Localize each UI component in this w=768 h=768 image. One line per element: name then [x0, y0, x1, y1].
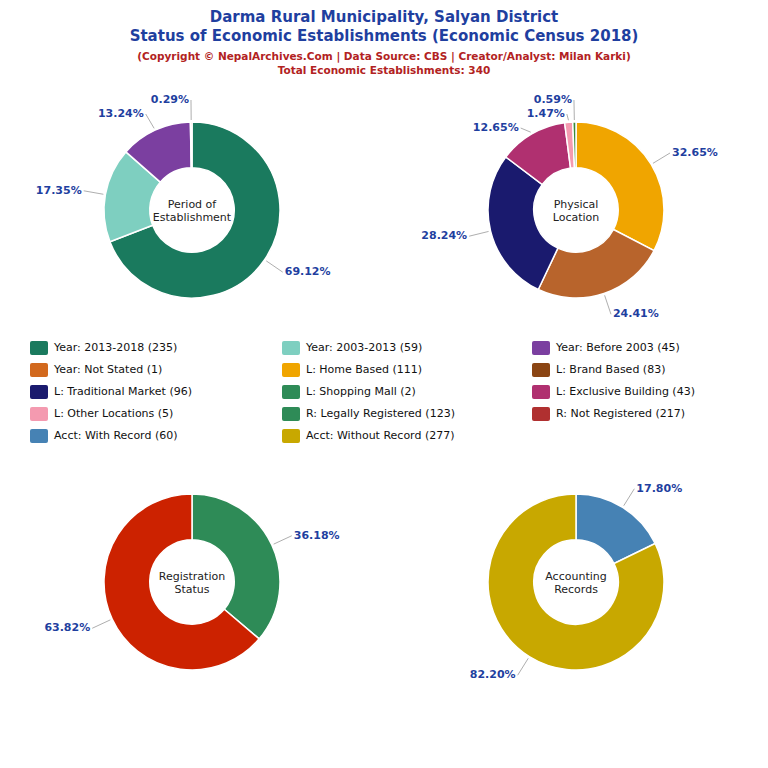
- leader-line: [469, 231, 488, 236]
- center-label: AccountingRecords: [545, 570, 606, 596]
- subtitle: (Copyright © NepalArchives.Com | Data So…: [137, 50, 630, 63]
- center-label-line: Period of: [168, 198, 218, 211]
- center-label-line: Registration: [159, 570, 225, 583]
- legend: Year: 2013-2018 (235) Year: 2003-2013 (59…: [30, 341, 695, 443]
- data-label: 24.41%: [613, 307, 659, 320]
- data-label: 69.12%: [285, 265, 331, 278]
- data-label: 82.20%: [470, 668, 516, 681]
- legend-swatch: [30, 429, 48, 443]
- legend-label: L: Shopping Mall (2): [306, 385, 416, 398]
- data-label: 0.59%: [534, 93, 572, 106]
- leader-line: [92, 620, 110, 628]
- legend-swatch: [532, 363, 550, 377]
- leader-line: [266, 261, 282, 272]
- legend-label: L: Other Locations (5): [54, 407, 173, 420]
- slice: [190, 122, 192, 168]
- legend-swatch: [282, 429, 300, 443]
- legend-swatch: [30, 363, 48, 377]
- legend-swatch: [30, 341, 48, 355]
- center-label: Period ofEstablishment: [153, 198, 232, 224]
- legend-label: Acct: With Record (60): [54, 429, 178, 442]
- leader-line: [653, 153, 670, 163]
- donut-chart: PhysicalLocation 32.65% 24.41% 28.24% 12.65%…: [421, 93, 718, 320]
- donut-chart: Period ofEstablishment 69.12% 17.35% 13.24%…: [36, 93, 331, 298]
- title: Status of Economic Establishments (Econo…: [130, 27, 639, 45]
- legend-label: L: Home Based (111): [306, 363, 422, 376]
- leader-line: [567, 114, 569, 120]
- title: Darma Rural Municipality, Salyan Distric…: [210, 8, 559, 26]
- legend-label: R: Not Registered (217): [556, 407, 685, 420]
- data-label: 17.35%: [36, 184, 82, 197]
- center-label-line: Location: [553, 211, 600, 224]
- legend-swatch: [282, 385, 300, 399]
- legend-label: Year: 2003-2013 (59): [305, 341, 422, 354]
- data-label: 12.65%: [473, 121, 519, 134]
- data-label: 28.24%: [421, 229, 467, 242]
- legend-label: Year: Before 2003 (45): [555, 341, 680, 354]
- slice: [538, 230, 654, 298]
- legend-label: L: Traditional Market (96): [54, 385, 192, 398]
- legend-label: Acct: Without Record (277): [306, 429, 455, 442]
- center-label-line: Establishment: [153, 211, 232, 224]
- data-label: 13.24%: [98, 107, 144, 120]
- legend-swatch: [30, 385, 48, 399]
- leader-line: [521, 128, 531, 132]
- legend-label: R: Legally Registered (123): [306, 407, 455, 420]
- center-label-line: Accounting: [545, 570, 606, 583]
- leader-line: [274, 536, 292, 544]
- slice: [576, 122, 664, 251]
- legend-swatch: [282, 341, 300, 355]
- legend-swatch: [532, 407, 550, 421]
- slice: [104, 494, 259, 670]
- legend-swatch: [532, 341, 550, 355]
- leader-line: [190, 100, 191, 120]
- legend-label: Year: 2013-2018 (235): [53, 341, 177, 354]
- data-label: 0.29%: [151, 93, 189, 106]
- legend-swatch: [282, 363, 300, 377]
- slice: [192, 494, 280, 639]
- leader-line: [573, 100, 574, 120]
- leader-line: [624, 489, 635, 506]
- leader-line: [146, 114, 154, 128]
- donut-chart: RegistrationStatus 36.18% 63.82%: [44, 494, 339, 670]
- data-label: 17.80%: [636, 482, 682, 495]
- data-label: 32.65%: [672, 146, 718, 159]
- center-label-line: Physical: [554, 198, 599, 211]
- legend-label: Year: Not Stated (1): [53, 363, 162, 376]
- slice: [573, 122, 576, 168]
- legend-swatch: [532, 385, 550, 399]
- data-label: 36.18%: [294, 529, 340, 542]
- leader-line: [84, 191, 104, 194]
- slice: [126, 122, 191, 182]
- donut-chart: AccountingRecords 17.80% 82.20%: [470, 482, 682, 681]
- leader-line: [518, 658, 529, 675]
- center-label-line: Records: [554, 583, 598, 596]
- leader-line: [605, 295, 611, 314]
- data-label: 1.47%: [527, 107, 565, 120]
- legend-label: L: Brand Based (83): [556, 363, 665, 376]
- legend-swatch: [282, 407, 300, 421]
- legend-label: L: Exclusive Building (43): [556, 385, 695, 398]
- legend-swatch: [30, 407, 48, 421]
- data-label: 63.82%: [44, 621, 90, 634]
- center-label: PhysicalLocation: [553, 198, 600, 224]
- slice: [488, 494, 664, 670]
- chart-root: Darma Rural Municipality, Salyan Distric…: [0, 0, 768, 768]
- subtitle: Total Economic Establishments: 340: [278, 64, 491, 76]
- center-label-line: Status: [174, 583, 209, 596]
- center-label: RegistrationStatus: [159, 570, 225, 596]
